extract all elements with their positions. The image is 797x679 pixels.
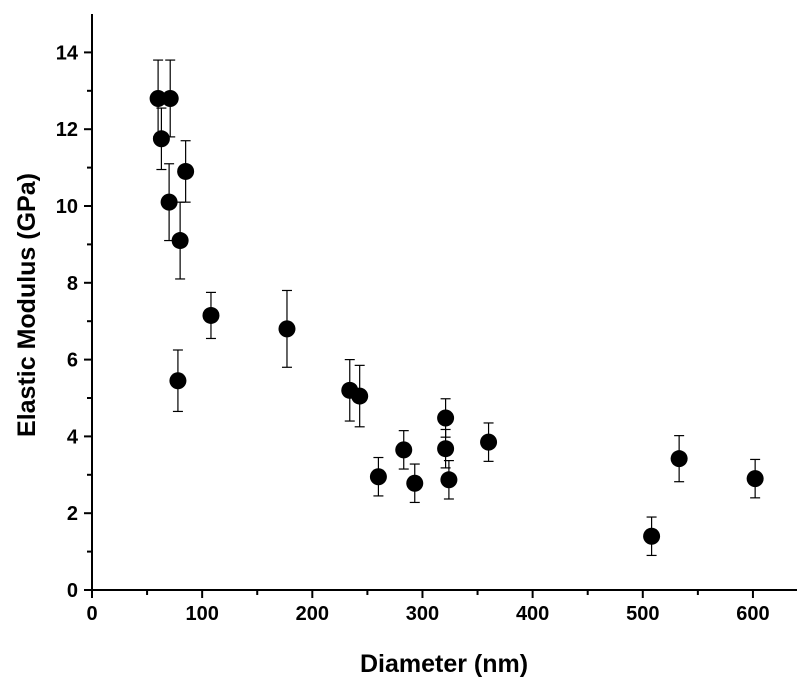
data-point [177, 162, 195, 180]
y-tick-label: 6 [67, 350, 78, 372]
data-point [437, 440, 455, 458]
x-tick-label: 100 [185, 603, 218, 625]
data-point [278, 320, 296, 338]
data-point [746, 470, 764, 488]
data-point [161, 89, 179, 107]
data-point [440, 471, 458, 489]
x-tick-label: 600 [736, 603, 769, 625]
x-tick-label: 0 [86, 603, 97, 625]
y-tick-label: 0 [67, 580, 78, 602]
data-point [369, 468, 387, 486]
data-point [406, 474, 424, 492]
data-point [160, 193, 178, 211]
data-points [149, 89, 764, 545]
data-point [152, 130, 170, 148]
data-point [395, 441, 413, 459]
x-tick-label: 400 [516, 603, 549, 625]
y-tick-label: 2 [67, 503, 78, 525]
axes: 0 100 200 300 400 500 600 0 2 4 6 8 10 12 14 [56, 14, 797, 625]
data-point [202, 306, 220, 324]
data-point [351, 387, 369, 405]
x-tick-label: 300 [406, 603, 439, 625]
y-tick-label: 12 [56, 119, 78, 141]
y-tick-label: 10 [56, 196, 78, 218]
data-point [437, 409, 455, 427]
y-tick-label: 14 [56, 42, 79, 64]
data-point [169, 372, 187, 390]
x-tick-label: 500 [626, 603, 659, 625]
error-bars [153, 59, 761, 557]
y-tick-label: 8 [67, 273, 78, 295]
data-point [670, 450, 688, 468]
y-axis-title: Elastic Modulus (GPa) [13, 173, 41, 437]
x-tick-label: 200 [296, 603, 329, 625]
data-point [149, 89, 167, 107]
data-point [171, 232, 189, 250]
x-axis-title: Diameter (nm) [360, 650, 528, 678]
y-tick-label: 4 [67, 426, 79, 448]
data-point [643, 527, 661, 545]
data-point [480, 433, 498, 451]
